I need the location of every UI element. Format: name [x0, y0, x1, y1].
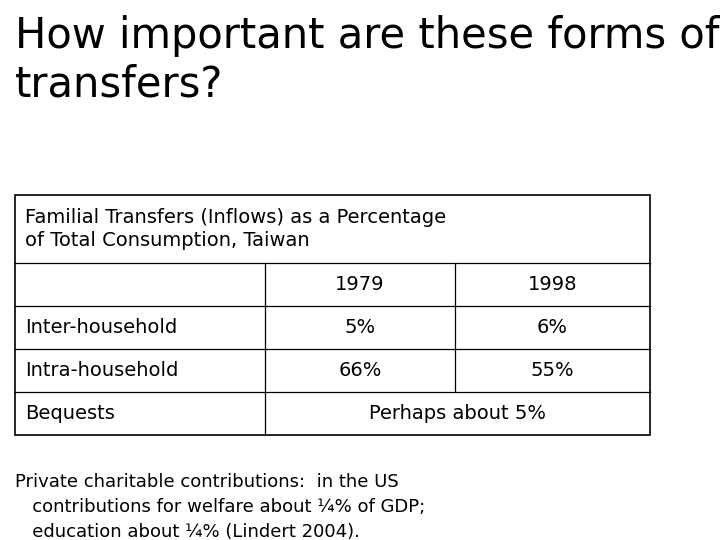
Text: 55%: 55%	[531, 361, 575, 380]
Text: 6%: 6%	[537, 318, 568, 337]
Text: Private charitable contributions:  in the US
   contributions for welfare about : Private charitable contributions: in the…	[15, 473, 426, 540]
Text: Intra-household: Intra-household	[25, 361, 179, 380]
Text: 1979: 1979	[336, 275, 384, 294]
Text: Familial Transfers (Inflows) as a Percentage
of Total Consumption, Taiwan: Familial Transfers (Inflows) as a Percen…	[25, 208, 446, 250]
Text: Bequests: Bequests	[25, 404, 115, 423]
Bar	[15, 195, 650, 435]
Text: 5%: 5%	[344, 318, 376, 337]
Text: 66%: 66%	[338, 361, 382, 380]
Text: Perhaps about 5%: Perhaps about 5%	[369, 404, 546, 423]
Text: How important are these forms of
transfers?: How important are these forms of transfe…	[15, 15, 719, 106]
Text: 1998: 1998	[528, 275, 577, 294]
Text: Inter-household: Inter-household	[25, 318, 177, 337]
